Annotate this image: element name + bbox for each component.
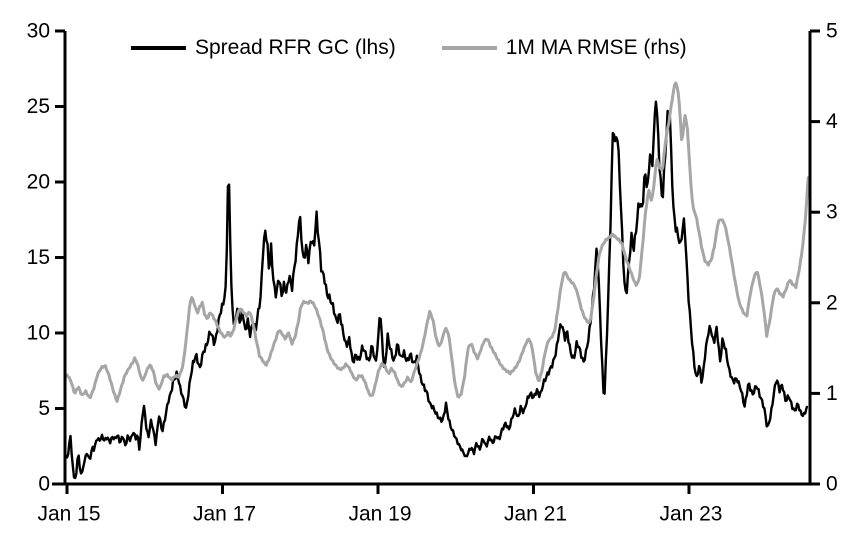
series-line-1m-ma-rmse	[65, 81, 810, 403]
series-line-spread-rfr-gc	[65, 100, 809, 480]
y-left-tick-label: 15	[27, 246, 50, 269]
legend-label-spread-rfr-gc: Spread RFR GC (lhs)	[195, 36, 396, 59]
y-left-tick-label: 30	[27, 20, 50, 43]
x-tick-label: Jan 19	[348, 503, 411, 526]
y-left-tick-label: 25	[27, 95, 50, 118]
chart-legend: Spread RFR GC (lhs) 1M MA RMSE (rhs)	[131, 36, 687, 60]
x-tick-label: Jan 17	[193, 503, 256, 526]
y-right-tick-label: 2	[826, 291, 838, 314]
x-tick-label: Jan 23	[659, 503, 722, 526]
legend-swatch-gray-line	[441, 46, 497, 50]
legend-item-1m-ma-rmse: 1M MA RMSE (rhs)	[441, 36, 687, 60]
x-tick-label: Jan 21	[504, 503, 567, 526]
legend-swatch-black-line	[131, 46, 186, 50]
legend-label-1m-ma-rmse: 1M MA RMSE (rhs)	[505, 36, 687, 59]
y-left-tick-label: 5	[38, 397, 50, 420]
y-left-tick-label: 0	[38, 473, 50, 496]
y-right-tick-label: 5	[826, 20, 838, 43]
y-left-tick-label: 10	[27, 322, 50, 345]
y-right-tick-label: 3	[826, 201, 838, 224]
legend-item-spread-rfr-gc: Spread RFR GC (lhs)	[131, 36, 396, 60]
y-right-tick-label: 4	[826, 110, 838, 133]
y-right-tick-label: 1	[826, 382, 838, 405]
y-right-tick-label: 0	[826, 473, 838, 496]
y-left-tick-label: 20	[27, 171, 50, 194]
x-tick-label: Jan 15	[37, 503, 100, 526]
